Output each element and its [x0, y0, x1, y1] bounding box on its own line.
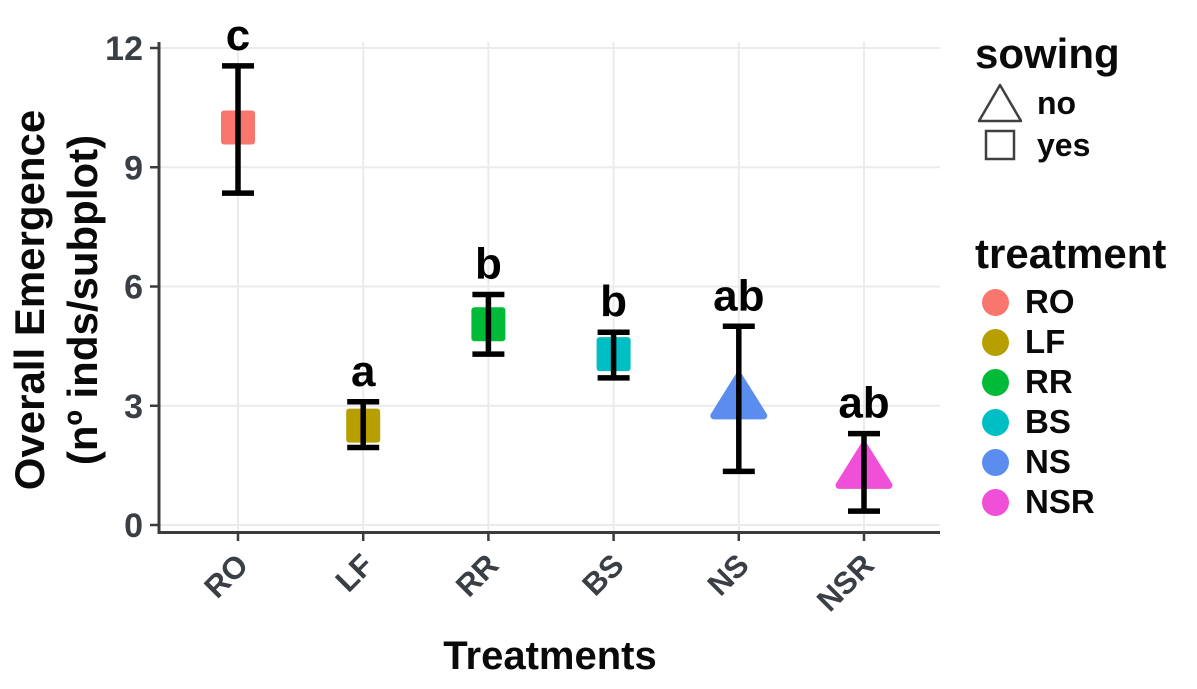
legend-treatment-nsr-label: NSR: [1025, 483, 1095, 520]
y-tick-label-12: 12: [105, 30, 143, 68]
y-axis-title: Overall Emergence (nº inds/subplot): [3, 50, 113, 550]
x-tick-label-LF: LF: [329, 547, 381, 599]
legend-treatment-ro-label: RO: [1025, 283, 1075, 320]
legend-sowing: sowing no yes: [975, 26, 1120, 166]
sig-letter-LF: a: [351, 347, 376, 396]
legend-item-treatment-nsr: NSR: [975, 482, 1166, 522]
y-tick-label-0: 0: [124, 507, 143, 545]
triangle-outline-icon: [975, 82, 1025, 124]
x-tick-label-RO: RO: [197, 547, 255, 605]
square-outline-icon: [975, 128, 1025, 162]
color-dot-lf: [982, 328, 1009, 356]
sig-letter-BS: b: [600, 277, 627, 326]
legend-sowing-title: sowing: [975, 30, 1120, 77]
legend-sowing-no-label: no: [1037, 84, 1077, 121]
legend-treatment-lf-label: LF: [1025, 323, 1066, 360]
legend-treatment: treatment RO LF RR BS NS NSR: [975, 226, 1166, 522]
y-tick-label-9: 9: [124, 149, 143, 187]
x-axis-title: Treatments: [443, 634, 657, 678]
legend-item-treatment-lf: LF: [975, 322, 1166, 362]
x-tick-label-NS: NS: [701, 547, 756, 602]
legend-treatment-ns-label: NS: [1025, 443, 1071, 480]
sig-letter-RO: c: [226, 11, 250, 60]
sig-letter-RR: b: [475, 239, 502, 288]
color-dot-bs: [982, 408, 1009, 436]
legend-item-treatment-bs: BS: [975, 402, 1166, 442]
sig-letter-NSR: ab: [838, 379, 889, 428]
color-dot-ro: [982, 288, 1009, 316]
legend-item-treatment-ro: RO: [975, 282, 1166, 322]
legend-treatment-rr-label: RR: [1025, 363, 1073, 400]
y-axis-title-line2: (nº inds/subplot): [59, 134, 106, 466]
color-dot-nsr: [982, 488, 1009, 516]
y-tick-label-6: 6: [124, 269, 143, 307]
legend-item-treatment-ns: NS: [975, 442, 1166, 482]
color-dot-ns: [982, 448, 1009, 476]
legend-item-sowing-no: no: [975, 82, 1120, 124]
legend-item-sowing-yes: yes: [975, 124, 1120, 166]
legend-treatment-bs-label: BS: [1025, 403, 1071, 440]
x-tick-label-BS: BS: [575, 547, 630, 602]
legend-item-treatment-rr: RR: [975, 362, 1166, 402]
sig-letter-NS: ab: [713, 271, 764, 320]
color-dot-rr: [982, 368, 1009, 396]
legend-treatment-title: treatment: [975, 230, 1167, 277]
legend-sowing-yes-label: yes: [1037, 126, 1091, 163]
x-tick-label-NSR: NSR: [810, 547, 881, 618]
y-tick-label-3: 3: [124, 388, 143, 426]
y-axis-title-line1: Overall Emergence: [6, 109, 53, 491]
x-tick-label-RR: RR: [449, 547, 505, 603]
